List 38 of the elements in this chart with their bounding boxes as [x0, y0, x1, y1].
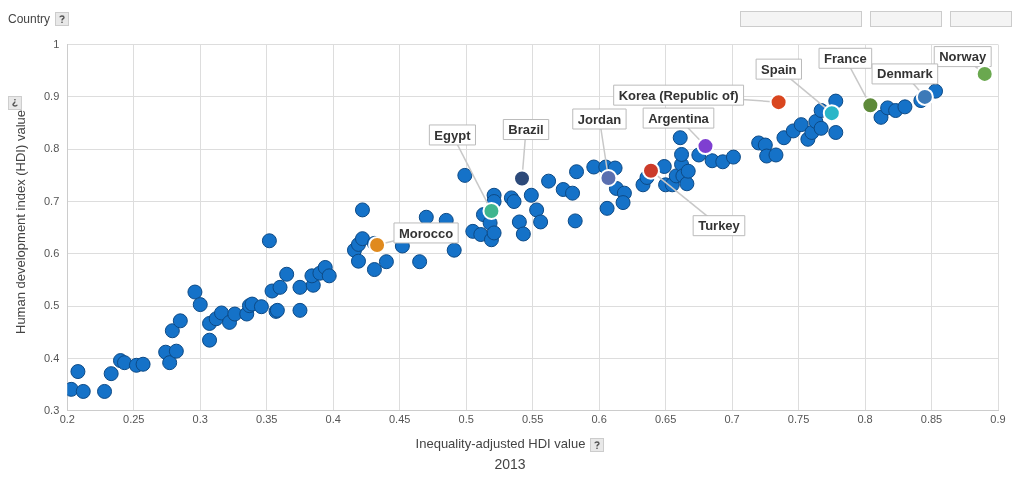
y-tick-label: 1	[53, 37, 60, 50]
text: 2013	[493, 455, 527, 472]
x-tick-label: 0.45	[388, 413, 411, 426]
x-tick-label: 0.35	[256, 413, 278, 426]
x-tick-label: 0.7	[724, 413, 740, 426]
text: Turkey	[698, 218, 741, 234]
text: Egypt	[434, 127, 472, 143]
x-tick-label: 0.8	[857, 413, 873, 426]
x-tick-label: 0.9	[990, 413, 1006, 426]
x-tick-label: 0.75	[787, 413, 810, 426]
y-tick-label: 0.7	[43, 194, 60, 207]
text: Country	[8, 12, 51, 26]
y-tick-label: 0.6	[43, 246, 60, 259]
text: Korea (Republic of)	[618, 87, 739, 103]
y-tick-label: 0.9	[43, 89, 60, 102]
series-label: Norway	[939, 49, 987, 65]
y-tick-label: 0.8	[43, 142, 60, 155]
x-tick-label: 0.55	[521, 413, 544, 426]
series-label: Denmark	[877, 66, 934, 82]
x-tick-label: 0.2	[59, 413, 75, 426]
x-tick-label: 0.65	[654, 413, 677, 426]
text: Spain	[761, 61, 797, 77]
x-tick-label: 0.3	[192, 413, 208, 426]
x-tick-label: 0.6	[591, 413, 607, 426]
y-axis-title: Human development index (HDI) value	[12, 110, 28, 334]
x-tick-label: 0.4	[325, 413, 341, 426]
series-label: Morocco	[399, 225, 454, 241]
text: France	[824, 50, 867, 66]
text: Brazil	[508, 122, 544, 138]
text: Jordan	[577, 111, 622, 127]
y-tick-label: 0.4	[43, 351, 60, 364]
x-tick-label: 0.85	[920, 413, 943, 426]
x-axis-title: Inequality-adjusted HDI value	[415, 436, 586, 451]
x-tick-label: 0.25	[123, 413, 145, 426]
x-tick-label: 0.5	[458, 413, 474, 426]
y-tick-label: 0.3	[43, 403, 60, 416]
y-tick-label: 0.5	[43, 299, 60, 312]
series-label: Argentina	[648, 110, 710, 126]
